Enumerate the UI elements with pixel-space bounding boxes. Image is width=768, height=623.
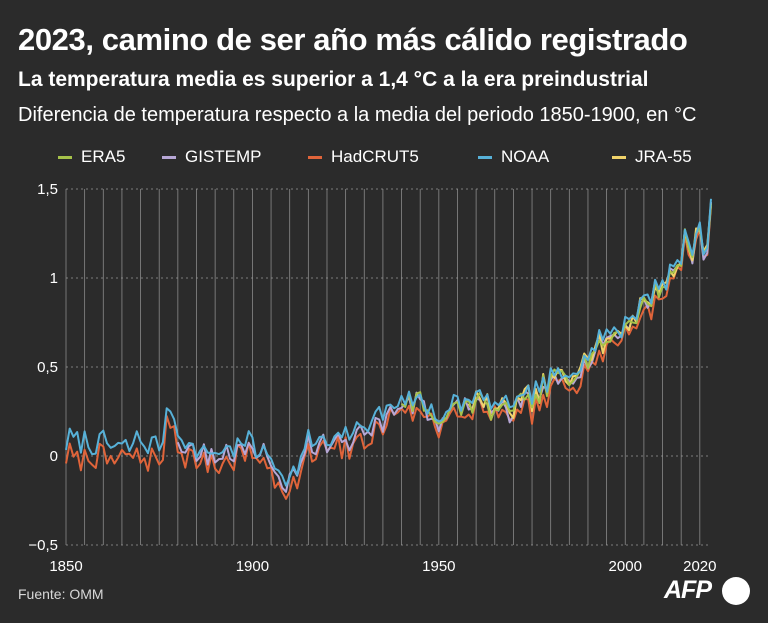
source-note: Fuente: OMM [18,586,104,602]
series-line-era5 [400,204,712,425]
y-tick-label: −0,5 [28,537,58,554]
chart-title: 2023, camino de ser año más cálido regis… [18,22,688,57]
legend-swatch-noaa [478,155,492,159]
chart-legend: ERA5 GISTEMP HadCRUT5 NOAA JRA-55 [0,144,768,170]
afp-logo: AFP [664,576,754,606]
series-line-gistemp [176,201,712,493]
x-tick-label: 1850 [49,558,82,575]
legend-swatch-hadcrut5 [308,155,322,159]
chart-subtitle: La temperatura media es superior a 1,4 °… [18,68,649,91]
x-tick-label: 1900 [236,558,269,575]
legend-item-noaa: NOAA [478,144,549,170]
legend-swatch-gistemp [162,155,176,159]
legend-label-gistemp: GISTEMP [185,147,262,166]
series-line-noaa [65,198,712,487]
legend-item-hadcrut5: HadCRUT5 [308,144,419,170]
x-tick-label: 1950 [422,558,455,575]
y-tick-label: 0 [50,448,58,465]
series-line-jra55 [467,203,712,421]
afp-logo-circle [722,577,750,605]
legend-label-era5: ERA5 [81,147,126,166]
series-line-hadcrut5 [65,206,712,500]
legend-item-era5: ERA5 [58,144,125,170]
legend-swatch-era5 [58,155,72,159]
x-tick-label: 2000 [609,558,642,575]
x-tick-label: 2020 [683,558,716,575]
y-tick-label: 1,5 [37,181,58,198]
temperature-chart: −0,5 0 0,5 1 1,5 1850 1900 1950 2000 2020 [28,181,716,575]
legend-label-jra55: JRA-55 [635,147,692,166]
afp-logo-text: AFP [664,576,712,604]
y-tick-label: 1 [50,270,58,287]
legend-label-hadcrut5: HadCRUT5 [331,147,419,166]
legend-item-gistemp: GISTEMP [162,144,262,170]
legend-item-jra55: JRA-55 [612,144,692,170]
legend-swatch-jra55 [612,155,626,159]
legend-label-noaa: NOAA [501,147,550,166]
y-tick-label: 0,5 [37,359,58,376]
chart-description: Diferencia de temperatura respecto a la … [18,104,697,126]
